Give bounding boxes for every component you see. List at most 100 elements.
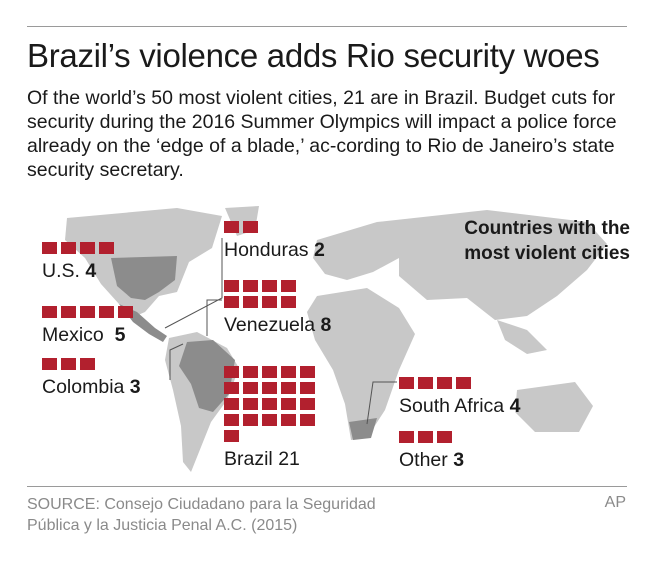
mark-brazil-10 xyxy=(300,382,315,394)
country-name-us: U.S. xyxy=(42,260,80,282)
country-count-venezuela: 8 xyxy=(320,314,332,336)
mark-brazil-6 xyxy=(224,382,239,394)
country-count-other: 3 xyxy=(453,449,465,471)
leader-line-venezuela xyxy=(206,299,222,336)
country-label-honduras: Honduras 2 xyxy=(224,239,325,261)
squares-colombia xyxy=(42,358,141,370)
source-line2: Pública y la Justicia Penal A.C. (2015) xyxy=(27,517,298,534)
chart-title-line1: Countries with the xyxy=(464,218,630,239)
mark-brazil-17 xyxy=(243,414,258,426)
mark-brazil-13 xyxy=(262,398,277,410)
bottom-rule xyxy=(27,486,627,487)
country-name-honduras: Honduras xyxy=(224,239,309,261)
mark-colombia-3 xyxy=(80,358,95,370)
country-group-honduras: Honduras 2 xyxy=(224,221,325,261)
mark-brazil-3 xyxy=(262,366,277,378)
mark-venezuela-8 xyxy=(281,296,296,308)
chart-title-line2: most violent cities xyxy=(464,243,630,264)
mark-other-3 xyxy=(437,431,452,443)
squares-honduras xyxy=(224,221,325,233)
source-line1: SOURCE: Consejo Ciudadano para la Seguri… xyxy=(27,496,376,513)
country-name-other: Other xyxy=(399,449,448,471)
mark-south-africa-3 xyxy=(437,377,452,389)
asia-shape xyxy=(377,210,607,320)
mark-brazil-12 xyxy=(243,398,258,410)
mark-brazil-2 xyxy=(243,366,258,378)
mark-u-s-2 xyxy=(61,242,76,254)
mark-venezuela-1 xyxy=(224,280,239,292)
mark-other-2 xyxy=(418,431,433,443)
country-name-venezuela: Venezuela xyxy=(224,314,316,336)
headline: Brazil’s violence adds Rio security woes xyxy=(27,37,600,74)
mark-u-s-4 xyxy=(99,242,114,254)
country-name-brazil: Brazil xyxy=(224,448,273,470)
mark-other-1 xyxy=(399,431,414,443)
mark-mexico-1 xyxy=(42,306,57,318)
country-group-other: Other 3 xyxy=(399,431,471,471)
country-group-colombia: Colombia 3 xyxy=(42,358,141,398)
mark-south-africa-2 xyxy=(418,377,433,389)
squares-mexico xyxy=(42,306,133,318)
australia-shape xyxy=(515,382,593,432)
mark-south-africa-1 xyxy=(399,377,414,389)
top-rule xyxy=(27,26,627,27)
country-group-brazil: Brazil 21 xyxy=(224,366,315,470)
credit: AP xyxy=(604,494,626,511)
mark-brazil-9 xyxy=(281,382,296,394)
country-label-south-africa: South Africa 4 xyxy=(399,395,520,417)
world-map xyxy=(65,206,607,472)
source-note: SOURCE: Consejo Ciudadano para la Seguri… xyxy=(27,494,487,536)
squares-other xyxy=(399,431,471,443)
country-name-colombia: Colombia xyxy=(42,376,125,398)
country-label-venezuela: Venezuela 8 xyxy=(224,314,331,336)
mark-venezuela-3 xyxy=(262,280,277,292)
chart-title: Countries with the most violent cities xyxy=(464,216,630,266)
mark-mexico-2 xyxy=(61,306,76,318)
mark-u-s-3 xyxy=(80,242,95,254)
country-group-mexico: Mexico 5 xyxy=(42,306,133,346)
africa-shape xyxy=(307,288,415,440)
mark-brazil-18 xyxy=(262,414,277,426)
mark-brazil-15 xyxy=(300,398,315,410)
dek: Of the world’s 50 most violent cities, 2… xyxy=(27,87,617,181)
mark-brazil-14 xyxy=(281,398,296,410)
mark-venezuela-6 xyxy=(243,296,258,308)
country-group-venezuela: Venezuela 8 xyxy=(224,280,331,336)
mark-venezuela-2 xyxy=(243,280,258,292)
country-label-colombia: Colombia 3 xyxy=(42,376,141,398)
country-label-mexico: Mexico 5 xyxy=(42,324,133,346)
country-count-south-africa: 4 xyxy=(509,395,521,417)
us-highlight xyxy=(111,256,177,300)
squares-brazil xyxy=(224,366,315,442)
country-label-us: U.S. 4 xyxy=(42,260,114,282)
mark-brazil-4 xyxy=(281,366,296,378)
mark-brazil-7 xyxy=(243,382,258,394)
squares-us xyxy=(42,242,114,254)
mark-brazil-11 xyxy=(224,398,239,410)
southeast-asia-shape xyxy=(497,320,547,354)
country-name-mexico: Mexico xyxy=(42,324,104,346)
mark-mexico-5 xyxy=(118,306,133,318)
mark-colombia-1 xyxy=(42,358,57,370)
mark-brazil-20 xyxy=(300,414,315,426)
country-name-south-africa: South Africa xyxy=(399,395,505,417)
mark-brazil-21 xyxy=(224,430,239,442)
squares-venezuela xyxy=(224,280,331,308)
mark-brazil-8 xyxy=(262,382,277,394)
mark-brazil-19 xyxy=(281,414,296,426)
mark-south-africa-4 xyxy=(456,377,471,389)
country-count-brazil: 21 xyxy=(278,448,300,470)
south-africa-highlight xyxy=(349,418,377,440)
brazil-highlight xyxy=(179,340,235,412)
country-group-south-africa: South Africa 4 xyxy=(399,377,520,417)
mark-u-s-1 xyxy=(42,242,57,254)
mark-brazil-5 xyxy=(300,366,315,378)
leader-line-honduras xyxy=(164,238,223,329)
leader-line-southafrica xyxy=(366,381,397,425)
mark-mexico-3 xyxy=(80,306,95,318)
country-group-us: U.S. 4 xyxy=(42,242,114,282)
country-label-other: Other 3 xyxy=(399,449,471,471)
mark-mexico-4 xyxy=(99,306,114,318)
leader-line-colombia xyxy=(169,343,184,380)
mark-colombia-2 xyxy=(61,358,76,370)
